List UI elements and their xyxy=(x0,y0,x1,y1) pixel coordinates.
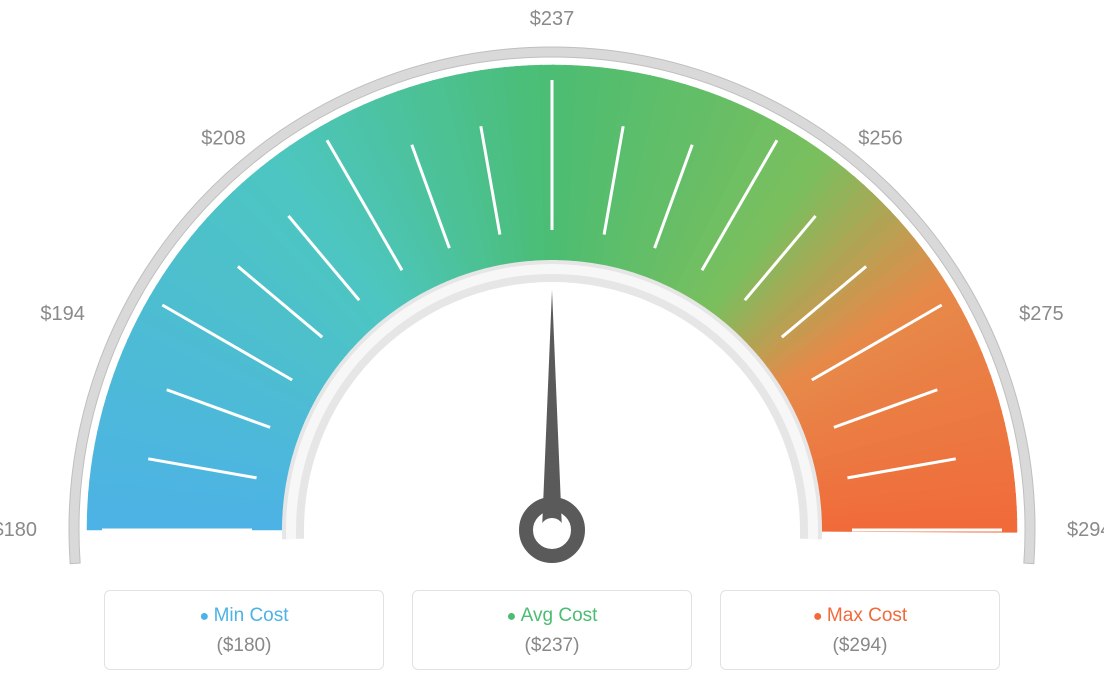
gauge-svg: $180 $194 $208 $237 $256 $275 $294 xyxy=(0,0,1104,580)
legend-min: Min Cost ($180) xyxy=(104,590,384,670)
legend-avg-value: ($237) xyxy=(413,635,691,657)
legend-max-value: ($294) xyxy=(721,635,999,657)
svg-text:$194: $194 xyxy=(40,303,85,325)
legend-avg-label: Avg Cost xyxy=(413,605,691,627)
legend-row: Min Cost ($180) Avg Cost ($237) Max Cost… xyxy=(104,590,1000,670)
legend-min-label: Min Cost xyxy=(105,605,383,627)
svg-text:$256: $256 xyxy=(858,128,903,150)
legend-max-label: Max Cost xyxy=(721,605,999,627)
legend-min-value: ($180) xyxy=(105,635,383,657)
legend-avg: Avg Cost ($237) xyxy=(412,590,692,670)
svg-text:$275: $275 xyxy=(1019,303,1064,325)
svg-text:$208: $208 xyxy=(201,128,246,150)
svg-text:$237: $237 xyxy=(530,8,575,30)
svg-text:$294: $294 xyxy=(1067,519,1104,541)
svg-text:$180: $180 xyxy=(0,519,37,541)
legend-max: Max Cost ($294) xyxy=(720,590,1000,670)
cost-gauge-chart: $180 $194 $208 $237 $256 $275 $294 Min Cost ($… xyxy=(0,0,1104,690)
